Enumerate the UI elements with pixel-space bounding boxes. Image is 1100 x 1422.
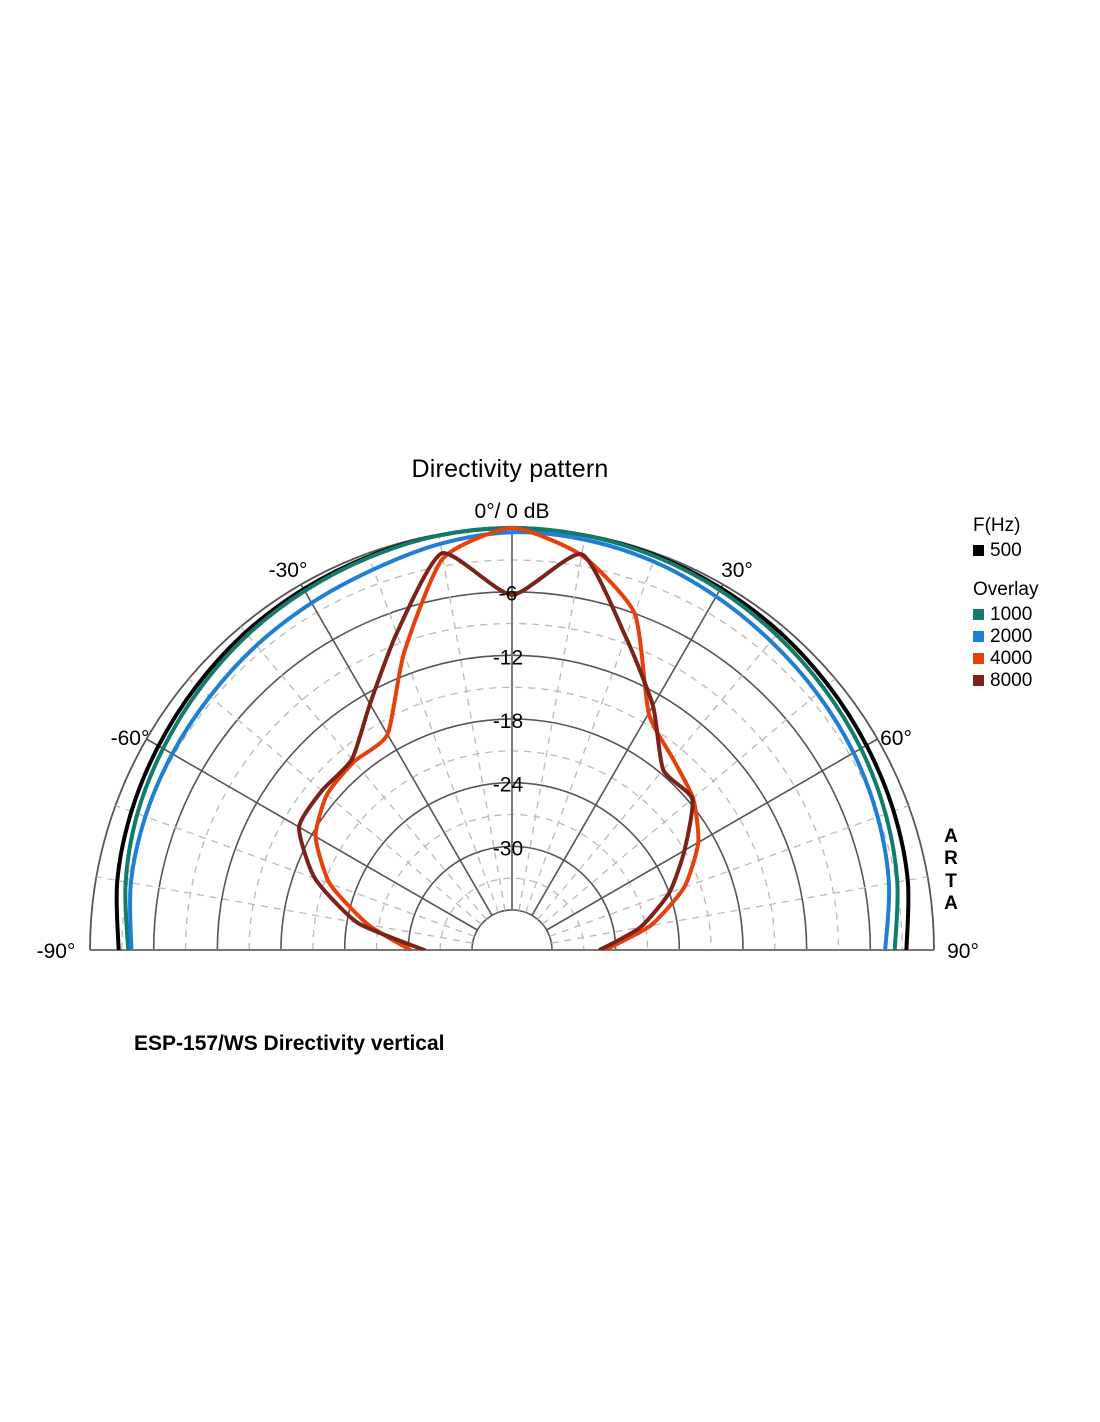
polar-directivity-plot: -6 -12 -18 -24 -30 -90° -60° -30° 0°/ 0 dB 30° 60…	[37, 500, 979, 963]
legend-swatch	[973, 653, 984, 664]
angle-tick-label: -90°	[37, 940, 76, 963]
legend-swatch	[973, 631, 984, 642]
chart-caption: ESP-157/WS Directivity vertical	[134, 1032, 445, 1055]
legend-item-8000[interactable]: 8000	[973, 671, 1093, 690]
angle-tick-label: -60°	[111, 727, 150, 750]
legend-item-2000[interactable]: 2000	[973, 627, 1093, 646]
angle-tick-label: -30°	[269, 559, 308, 582]
angle-tick-labels: -90° -60° -30° 0°/ 0 dB 30° 60° 90°	[37, 500, 979, 963]
legend-overlay-group: 1000 2000 4000 8000	[973, 605, 1093, 690]
legend-item-500[interactable]: 500	[973, 541, 1093, 560]
angle-tick-label: 60°	[880, 727, 912, 750]
arta-letter: T	[945, 870, 957, 892]
legend-primary-group: 500	[973, 541, 1093, 560]
legend-swatch	[973, 609, 984, 620]
arta-letter: R	[944, 848, 958, 870]
legend-title: F(Hz)	[973, 515, 1021, 536]
angle-tick-label: 90°	[947, 940, 979, 963]
radial-tick-label: -6	[499, 583, 518, 606]
radial-tick-label: -18	[493, 710, 523, 733]
page-title: Directivity pattern	[411, 455, 609, 483]
legend: F(Hz) 500 Overlay 1000 2000 4000 8000	[973, 516, 1093, 693]
legend-label: 4000	[990, 648, 1033, 669]
radial-tick-label: -24	[493, 774, 524, 797]
legend-swatch	[973, 675, 984, 686]
radial-tick-labels: -6 -12 -18 -24 -30	[493, 583, 524, 861]
arta-letter: A	[944, 893, 958, 915]
legend-label: 500	[990, 540, 1022, 561]
center-label: 0°/ 0 dB	[475, 500, 550, 523]
polar-curves	[114, 525, 911, 950]
legend-label: 1000	[990, 604, 1033, 625]
radial-tick-label: -30	[493, 837, 523, 860]
legend-spacer	[973, 563, 1093, 580]
legend-overlay-title: Overlay	[973, 579, 1039, 600]
legend-item-4000[interactable]: 4000	[973, 649, 1093, 668]
legend-item-1000[interactable]: 1000	[973, 605, 1093, 624]
legend-label: 8000	[990, 670, 1033, 691]
radial-tick-label: -12	[493, 646, 523, 669]
legend-swatch	[973, 545, 984, 556]
angle-tick-label: 30°	[721, 559, 753, 582]
arta-letter: A	[944, 826, 958, 847]
legend-label: 2000	[990, 626, 1033, 647]
